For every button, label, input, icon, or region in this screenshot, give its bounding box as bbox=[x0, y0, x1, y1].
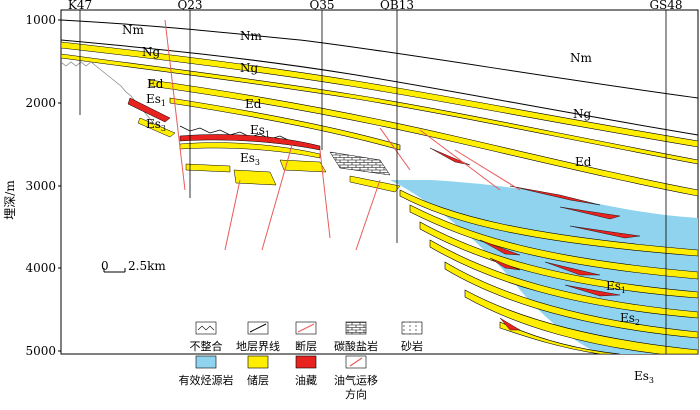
label-ed-3: Ed bbox=[575, 155, 592, 169]
label-es3-mid-sub: 3 bbox=[255, 158, 260, 167]
svg-text:Es3: Es3 bbox=[146, 117, 166, 133]
label-ng-3: Ng bbox=[573, 107, 592, 121]
scale-end: 2.5km bbox=[128, 259, 166, 273]
legend: 不整合 地层界线 断层 碳酸盐岩 砂岩 有效烃源岩 储层 油藏 油气运移 方向 bbox=[179, 321, 423, 401]
depth-tick-2000: 2000 bbox=[25, 96, 56, 110]
depth-tick-5000: 5000 bbox=[25, 344, 56, 358]
svg-text:Es1: Es1 bbox=[606, 279, 626, 295]
label-es3-left: Es bbox=[146, 117, 161, 131]
scale-bar: 0 2.5km bbox=[101, 259, 166, 273]
legend-reservoir: 储层 bbox=[247, 373, 269, 387]
basin-reservoir-bands bbox=[399, 189, 698, 354]
label-es1-right: Es bbox=[606, 279, 621, 293]
svg-text:Es1: Es1 bbox=[146, 92, 166, 108]
label-es1-left: Es bbox=[146, 92, 161, 106]
label-es3-right-sub: 3 bbox=[649, 376, 654, 385]
legend-oil-pool: 油藏 bbox=[295, 373, 317, 387]
depth-tick-4000: 4000 bbox=[25, 261, 56, 275]
legend-boundary: 地层界线 bbox=[236, 339, 280, 353]
faults bbox=[164, 19, 521, 251]
legend-migration-2: 方向 bbox=[345, 387, 367, 401]
legend-migration: 油气运移 bbox=[334, 373, 378, 387]
svg-text:Es3: Es3 bbox=[240, 151, 260, 167]
svg-text:Es3: Es3 bbox=[634, 369, 654, 385]
svg-text:Es1: Es1 bbox=[250, 123, 270, 139]
label-nm-2: Nm bbox=[240, 29, 263, 43]
label-ed-1: Ed bbox=[147, 77, 164, 91]
label-nm-3: Nm bbox=[570, 51, 593, 65]
label-es3-left-sub: 3 bbox=[161, 124, 166, 133]
well-label-gs48: GS48 bbox=[649, 0, 682, 12]
label-es3-mid: Es bbox=[240, 151, 255, 165]
label-es1-mid-sub: 1 bbox=[265, 130, 270, 139]
legend-fault: 断层 bbox=[295, 339, 317, 353]
label-ng-1: Ng bbox=[142, 45, 161, 59]
label-nm-1: Nm bbox=[122, 23, 145, 37]
label-es2-right: Es bbox=[620, 311, 635, 325]
legend-source-rock: 有效烃源岩 bbox=[179, 373, 234, 387]
legend-unconformity: 不整合 bbox=[190, 339, 223, 353]
well-label-q35: Q35 bbox=[309, 0, 334, 12]
left-es-blocks bbox=[127, 97, 401, 193]
well-label-qb13: QB13 bbox=[380, 0, 414, 12]
legend-carbonate: 碳酸盐岩 bbox=[334, 339, 378, 353]
depth-axis: 1000 2000 3000 4000 5000 埋深/m bbox=[3, 13, 61, 358]
svg-text:Es2: Es2 bbox=[620, 311, 640, 327]
label-ng-2: Ng bbox=[240, 61, 259, 75]
label-ed-2: Ed bbox=[245, 97, 262, 111]
label-es2-right-sub: 2 bbox=[635, 318, 640, 327]
scale-zero: 0 bbox=[101, 259, 109, 273]
depth-axis-label: 埋深/m bbox=[3, 180, 17, 220]
source-rock-area bbox=[390, 180, 698, 354]
basin-oil-pools bbox=[429, 147, 641, 331]
label-es1-left-sub: 1 bbox=[161, 99, 166, 108]
legend-sandstone: 砂岩 bbox=[401, 339, 423, 353]
well-lines bbox=[79, 10, 667, 354]
depth-tick-1000: 1000 bbox=[25, 13, 56, 27]
well-label-q23: Q23 bbox=[177, 0, 202, 12]
label-es1-right-sub: 1 bbox=[621, 286, 626, 295]
formation-labels: Nm Nm Nm Ng Ng Ng Ed Ed Ed Es1 Es3 Es1 E… bbox=[122, 23, 654, 385]
label-es3-right: Es bbox=[634, 369, 649, 383]
label-es1-mid: Es bbox=[250, 123, 265, 137]
well-label-k47: K47 bbox=[68, 0, 92, 12]
depth-tick-3000: 3000 bbox=[25, 179, 56, 193]
